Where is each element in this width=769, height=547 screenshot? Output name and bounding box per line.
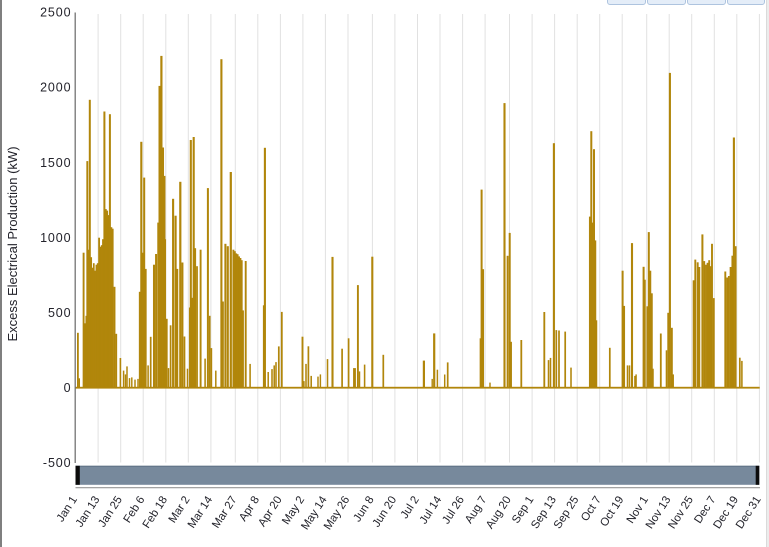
- svg-text:0: 0: [64, 381, 72, 395]
- svg-text:1500: 1500: [40, 156, 71, 170]
- svg-text:Jan 25: Jan 25: [96, 494, 125, 529]
- svg-text:Mar 27: Mar 27: [210, 494, 239, 530]
- svg-text:Oct 19: Oct 19: [598, 494, 626, 529]
- svg-text:2000: 2000: [40, 81, 71, 95]
- svg-text:Apr 20: Apr 20: [256, 494, 284, 529]
- svg-text:Excess Electrical Production (: Excess Electrical Production (kW): [5, 146, 20, 341]
- svg-text:Jul 26: Jul 26: [440, 494, 467, 526]
- svg-text:500: 500: [48, 306, 72, 320]
- svg-text:1000: 1000: [40, 231, 71, 245]
- svg-text:2500: 2500: [40, 6, 71, 20]
- svg-text:Aug 20: Aug 20: [484, 494, 514, 531]
- svg-text:-500: -500: [43, 456, 72, 470]
- svg-text:Jun 20: Jun 20: [371, 494, 400, 529]
- svg-text:Jul 14: Jul 14: [418, 494, 445, 526]
